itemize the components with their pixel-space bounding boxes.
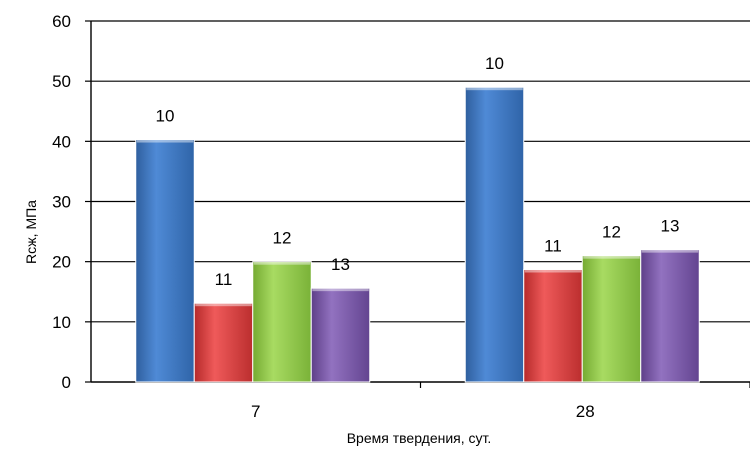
bars <box>135 86 700 383</box>
bar-highlight <box>253 261 311 265</box>
y-tick-label: 50 <box>52 72 71 91</box>
tick-labels: 0 10 20 30 40 50 60 7 28 <box>52 12 595 421</box>
data-label: 13 <box>661 217 680 236</box>
bar-highlight <box>136 139 194 143</box>
y-tick-label: 40 <box>52 132 71 151</box>
data-label: 10 <box>485 54 504 73</box>
data-label: 11 <box>544 236 562 255</box>
bar-highlight <box>312 288 369 292</box>
y-tick-label: 10 <box>52 313 71 332</box>
data-label: 12 <box>602 223 621 242</box>
data-label: 12 <box>273 229 292 248</box>
bar <box>135 139 195 383</box>
x-axis-title: Время твердения, сут. <box>347 430 492 446</box>
bar <box>640 249 700 383</box>
y-tick-label: 30 <box>52 193 71 212</box>
bar-highlight <box>524 269 582 273</box>
bar <box>581 255 642 383</box>
y-tick-label: 0 <box>62 373 71 392</box>
y-tick-label: 60 <box>52 12 71 31</box>
y-tick-label: 20 <box>52 253 71 272</box>
bar-highlight <box>641 249 699 253</box>
data-label: 11 <box>215 270 233 289</box>
y-axis-title: Rсж, МПа <box>23 200 39 264</box>
x-tick-label: 28 <box>576 402 595 421</box>
x-tick-label: 7 <box>251 402 260 421</box>
bar <box>193 302 254 383</box>
data-label: 13 <box>331 255 350 274</box>
bar <box>464 86 525 383</box>
bar <box>310 287 371 383</box>
data-labels: 10 11 12 13 10 11 12 13 <box>156 54 680 289</box>
bar <box>523 268 583 383</box>
bar-highlight <box>466 87 523 91</box>
bar-highlight <box>195 303 252 307</box>
bar <box>252 261 312 383</box>
data-label: 10 <box>156 107 175 126</box>
bar-highlight <box>583 255 640 259</box>
